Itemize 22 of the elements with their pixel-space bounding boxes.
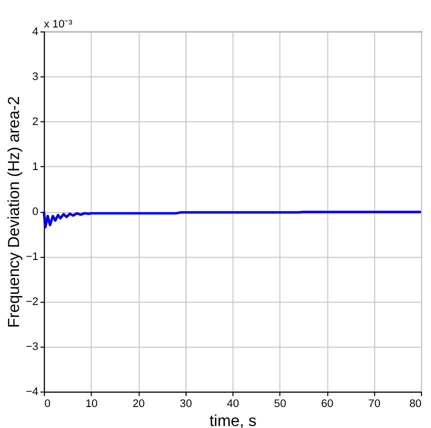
y-tick-label: −2: [26, 296, 38, 308]
y-tick-label: −3: [26, 341, 38, 354]
y-axis-title: Frequency Deviation (Hz) area-2: [6, 96, 23, 328]
x-tick-label: 50: [274, 398, 286, 410]
y-tick-label: −4: [26, 386, 38, 398]
x-axis-title: time, s: [209, 413, 256, 428]
y-tick-label: 3: [32, 70, 38, 83]
y-tick-label: 4: [32, 26, 38, 38]
x-tick-label: 80: [409, 398, 422, 410]
x-tick-label: 20: [132, 398, 145, 410]
line-series: [42, 210, 422, 229]
x-tick-label: 70: [368, 398, 380, 410]
text: x 10⁻³: [44, 18, 73, 30]
x-tick-label: 30: [180, 398, 192, 410]
y-tick-label: 0: [32, 206, 38, 218]
x-tick-label: 0: [44, 398, 51, 410]
y-tick-label: −1: [26, 251, 38, 264]
x-tick-label: 10: [85, 398, 98, 410]
x-tick-label: 40: [226, 398, 240, 410]
y-tick-label: 1: [32, 160, 38, 173]
y-tick-label: 2: [32, 116, 38, 128]
x-tick-label: 60: [321, 398, 334, 410]
